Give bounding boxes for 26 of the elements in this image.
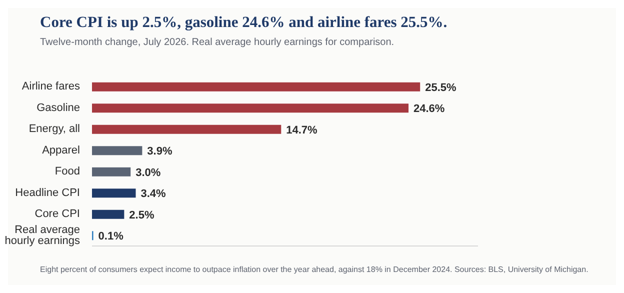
y-tick-label: Headline CPI bbox=[15, 186, 80, 199]
data-label: 3.9% bbox=[147, 146, 172, 158]
y-tick-label: Food bbox=[54, 166, 80, 178]
bar bbox=[92, 146, 142, 156]
data-label: 25.5% bbox=[425, 82, 457, 94]
bar bbox=[92, 104, 409, 113]
chart-title: Core CPI is up 2.5%, gasoline 24.6% and airline fares 25.5%. bbox=[40, 14, 448, 32]
data-label: 0.1% bbox=[98, 230, 124, 243]
y-tick-label: Core CPI bbox=[34, 208, 80, 220]
data-label: 14.7% bbox=[286, 124, 318, 136]
data-label: 3.0% bbox=[136, 166, 161, 179]
y-tick-label: Apparel bbox=[42, 144, 80, 156]
bar bbox=[92, 167, 131, 176]
y-tick-label: Real average hourly earnings bbox=[4, 224, 80, 247]
text: Eight percent of consumers expect income to outpace inflation over the year ahead, against 18% in December 2024. Sources: BLS, University of Michigan. bbox=[40, 265, 588, 274]
y-tick-label: Energy, all bbox=[28, 123, 80, 136]
bar bbox=[92, 188, 136, 198]
bar bbox=[92, 82, 420, 92]
data-label: 2.5% bbox=[129, 209, 154, 222]
bar bbox=[92, 124, 282, 134]
y-tick-label: Airline fares bbox=[22, 80, 80, 93]
y-tick-label: Gasoline bbox=[36, 102, 80, 114]
chart-subtitle: Twelve-month change, July 2026. Real average hourly earnings for comparison. bbox=[40, 37, 394, 48]
data-label: 24.6% bbox=[414, 103, 445, 116]
data-label: 3.4% bbox=[140, 188, 166, 200]
bar bbox=[92, 210, 124, 219]
